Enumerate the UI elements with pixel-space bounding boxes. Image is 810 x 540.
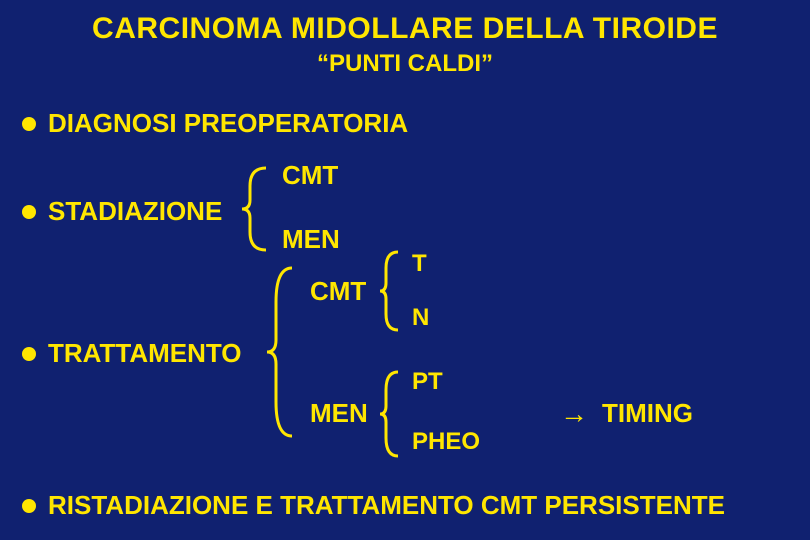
slide-subtitle: “PUNTI CALDI” [0,50,810,78]
bullet-label: TRATTAMENTO [48,338,242,369]
label-N: N [412,304,429,332]
arrow-icon: → [560,398,588,430]
bullet-label: STADIAZIONE [48,196,222,227]
label-T: T [412,250,427,278]
label-PHEO: PHEO [412,428,480,456]
bullet-diagnosi: DIAGNOSI PREOPERATORIA [22,108,408,139]
bullet-icon [22,499,36,513]
bullet-stadiazione: STADIAZIONE [22,196,222,227]
bullet-trattamento: TRATTAMENTO [22,338,242,369]
slide: CARCINOMA MIDOLLARE DELLA TIROIDE “PUNTI… [0,0,810,540]
bullet-icon [22,347,36,361]
label-PT: PT [412,368,443,396]
label-tr-cmt: CMT [310,276,366,307]
brace-icon [238,164,278,254]
brace-icon [262,262,306,442]
bullet-label: RISTADIAZIONE E TRATTAMENTO CMT PERSISTE… [48,490,725,521]
bullet-icon [22,117,36,131]
label-stad-cmt: CMT [282,160,338,191]
label-tr-men: MEN [310,398,368,429]
label-timing: TIMING [602,398,693,429]
label-stad-men: MEN [282,224,340,255]
bullet-label: DIAGNOSI PREOPERATORIA [48,108,408,139]
brace-icon [376,366,408,462]
bullet-ristadiazione: RISTADIAZIONE E TRATTAMENTO CMT PERSISTE… [22,490,725,521]
brace-icon [376,246,408,336]
slide-title: CARCINOMA MIDOLLARE DELLA TIROIDE [0,12,810,46]
bullet-icon [22,205,36,219]
